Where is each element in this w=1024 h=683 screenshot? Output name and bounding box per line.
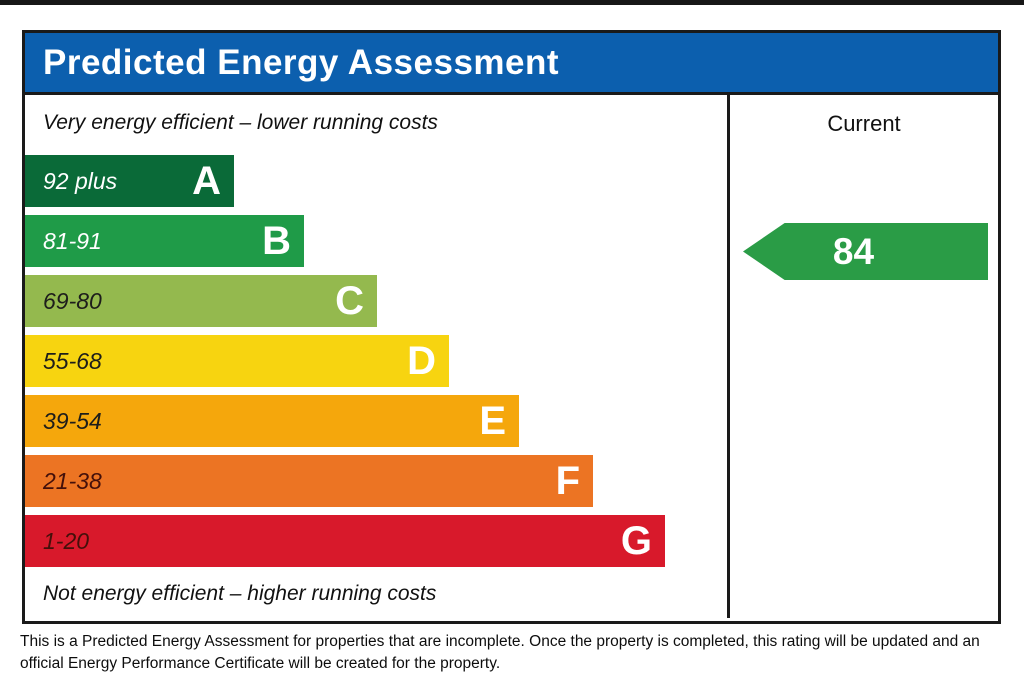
band-range: 81-91 xyxy=(43,227,102,254)
current-rating-arrow: 84 xyxy=(743,223,988,280)
current-column: Current 84 xyxy=(730,95,998,618)
band-range: 39-54 xyxy=(43,407,102,434)
footer-line-2: official Energy Performance Certificate … xyxy=(20,655,501,673)
epc-chart-box: Predicted Energy Assessment Very energy … xyxy=(22,30,1001,624)
band-row-a: 92 plus A xyxy=(25,155,234,207)
rating-chart: Very energy efficient – lower running co… xyxy=(25,95,730,618)
band-row-g: 1-20 G xyxy=(25,515,665,567)
current-rating-value: 84 xyxy=(832,230,875,272)
band-range: 1-20 xyxy=(43,527,90,554)
band-row-e: 39-54 E xyxy=(25,395,519,447)
band-letter: B xyxy=(262,219,291,263)
band-row-c: 69-80 C xyxy=(25,275,377,327)
band-letter: F xyxy=(555,459,580,503)
band-range: 92 plus xyxy=(43,167,118,194)
epc-body: Very energy efficient – lower running co… xyxy=(25,95,998,618)
band-letter: E xyxy=(479,399,506,443)
band-range: 21-38 xyxy=(43,467,102,494)
band-letter: D xyxy=(407,339,436,383)
band-letter: C xyxy=(335,279,364,323)
band-row-d: 55-68 D xyxy=(25,335,449,387)
epc-header-bar: Predicted Energy Assessment xyxy=(25,33,998,95)
band-row-f: 21-38 F xyxy=(25,455,593,507)
band-range: 55-68 xyxy=(43,347,102,374)
top-border-strip xyxy=(0,0,1024,5)
top-caption: Very energy efficient – lower running co… xyxy=(43,111,438,134)
band-range: 69-80 xyxy=(43,287,102,314)
footer-line-1: This is a Predicted Energy Assessment fo… xyxy=(20,633,980,650)
current-column-header: Current xyxy=(827,111,901,136)
footer-disclaimer: This is a Predicted Energy Assessment fo… xyxy=(20,631,1010,676)
band-letter: G xyxy=(620,519,652,563)
band-row-b: 81-91 B xyxy=(25,215,304,267)
bottom-caption: Not energy efficient – higher running co… xyxy=(43,582,437,605)
band-letter: A xyxy=(192,159,221,203)
page-title: Predicted Energy Assessment xyxy=(43,42,560,82)
